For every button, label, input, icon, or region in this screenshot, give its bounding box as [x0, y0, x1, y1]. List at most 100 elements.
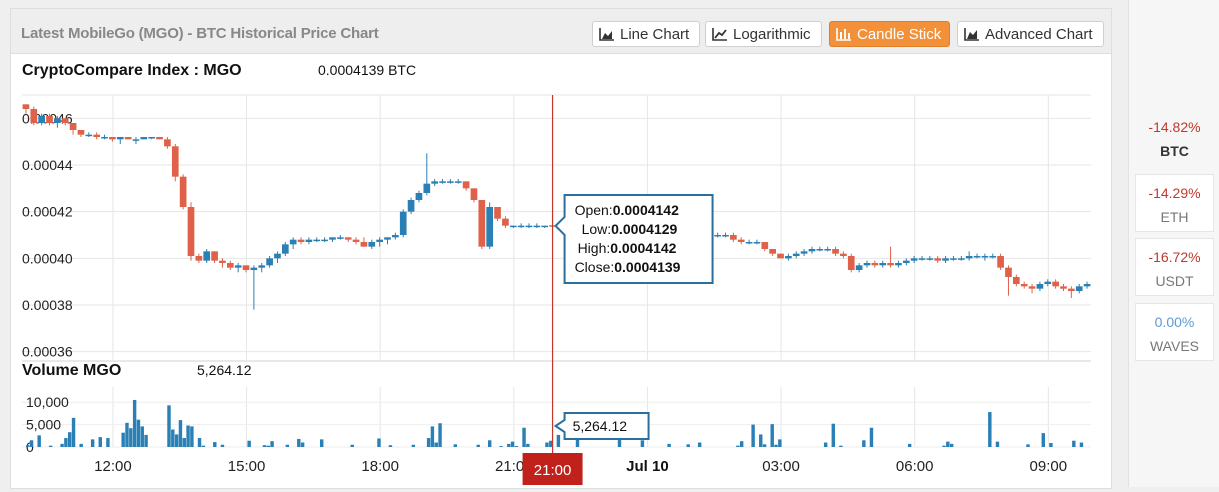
y-tick-label: 0.00044 — [22, 157, 73, 173]
candle-body — [895, 263, 902, 266]
candle-body — [266, 258, 273, 266]
y-tick-label: 0.00040 — [22, 250, 73, 266]
area-chart-icon — [599, 28, 614, 41]
currency-eth[interactable]: -14.29% ETH — [1135, 174, 1214, 232]
tooltip-close: Close:0.0004139 — [575, 259, 681, 275]
line-chart-button[interactable]: Line Chart — [592, 21, 700, 47]
currency-change: -16.72% — [1148, 249, 1201, 265]
candle-stick-button[interactable]: Candle Stick — [829, 21, 950, 47]
candle-body — [46, 116, 53, 123]
volume-bar — [48, 445, 53, 447]
candle-body — [714, 235, 721, 237]
volume-bar — [862, 440, 866, 447]
volume-bar — [499, 446, 503, 447]
volume-bar — [430, 426, 435, 447]
line-chart-label: Line Chart — [620, 25, 690, 43]
candle-body — [321, 239, 328, 242]
candle-body — [871, 263, 879, 266]
x-tick-label: 18:00 — [361, 458, 399, 475]
candle-body — [769, 249, 776, 254]
volume-bar — [171, 429, 175, 447]
volume-tooltip: 5,264.12 — [553, 412, 650, 440]
volume-bar — [167, 405, 171, 447]
candle-body — [360, 242, 368, 247]
chart-area[interactable]: CryptoCompare Index : MGO 0.0004139 BTC … — [12, 55, 1109, 487]
candle-body — [957, 258, 965, 260]
candle-body — [281, 244, 289, 254]
volume-bar — [90, 439, 95, 447]
candle-body — [910, 258, 918, 261]
currency-usdt[interactable]: -16.72% USDT — [1135, 238, 1214, 296]
volume-bar — [739, 441, 744, 447]
candle-body — [392, 235, 399, 238]
candle-body — [1036, 284, 1044, 289]
volume-bar — [736, 445, 740, 447]
price-panel-value: 0.0004139 BTC — [318, 62, 416, 78]
volume-bar — [266, 445, 270, 447]
chart-title: Latest MobileGo (MGO) - BTC Historical P… — [21, 25, 379, 42]
candle-body — [989, 256, 997, 258]
candle-body — [226, 263, 234, 268]
candle-body — [54, 118, 61, 123]
volume-tick-label: 10,000 — [26, 394, 69, 410]
candle-body — [344, 237, 352, 240]
volume-bar — [942, 445, 946, 447]
volume-bar — [297, 438, 301, 447]
volume-bar — [507, 443, 511, 447]
candle-body — [203, 251, 211, 261]
x-tick-label: 15:00 — [228, 458, 266, 475]
candlestick-chart[interactable]: CryptoCompare Index : MGO 0.0004139 BTC … — [12, 55, 1109, 487]
volume-bar — [697, 442, 702, 447]
candle-body — [415, 193, 423, 200]
volume-bar — [213, 442, 217, 447]
area-chart-icon-advanced — [964, 28, 979, 41]
tooltip-high: High:0.0004142 — [578, 240, 677, 256]
volume-bar — [300, 442, 305, 447]
volume-bar — [949, 443, 954, 447]
volume-bar — [1049, 442, 1053, 447]
candle-body — [950, 258, 957, 260]
volume-bar — [29, 440, 34, 447]
volume-bar — [667, 443, 671, 447]
candle-body — [863, 263, 871, 266]
price-axis: 0.000460.000440.000420.000400.000380.000… — [22, 110, 1091, 360]
currency-waves[interactable]: 0.00% WAVES — [1135, 303, 1214, 361]
candle-body — [1068, 288, 1075, 291]
grid — [22, 94, 1091, 448]
volume-bar — [125, 422, 129, 447]
candle-body — [722, 235, 729, 237]
candle-body — [517, 225, 525, 228]
candle-body — [745, 242, 753, 244]
volume-bar — [60, 443, 64, 447]
candle-body — [407, 200, 415, 212]
crosshair-time-text: 21:00 — [534, 462, 572, 479]
volume-bar — [37, 435, 41, 447]
volume-bar — [778, 439, 782, 447]
chart-panel: Latest MobileGo (MGO) - BTC Historical P… — [10, 8, 1112, 489]
currency-btc[interactable]: -14.82% BTC — [1135, 108, 1214, 166]
candle-body — [156, 137, 163, 140]
volume-bar — [476, 444, 480, 447]
candle-body — [219, 260, 226, 263]
candle-body — [179, 176, 187, 207]
volume-bar — [510, 441, 515, 447]
candle-body — [164, 139, 171, 147]
price-panel-label: CryptoCompare Index : MGO — [22, 62, 242, 79]
volume-bar — [762, 444, 767, 447]
advanced-chart-button[interactable]: Advanced Chart — [957, 21, 1104, 47]
volume-bar — [377, 438, 381, 447]
y-tick-label: 0.00038 — [22, 297, 73, 313]
currency-sidebar: -14.82% BTC -14.29% ETH -16.72% USDT 0.0… — [1128, 0, 1219, 487]
volume-bar — [686, 444, 690, 447]
candle-body — [934, 258, 942, 261]
logarithmic-button[interactable]: Logarithmic — [705, 21, 822, 47]
candle-body — [69, 123, 77, 130]
line-chart-icon — [712, 28, 727, 41]
candle-body — [494, 207, 501, 219]
candle-body — [447, 181, 454, 183]
volume-bar — [121, 432, 125, 447]
candle-body — [1020, 284, 1028, 287]
volume-bar — [907, 443, 912, 447]
volume-bar — [839, 445, 843, 447]
volume-bar — [823, 442, 828, 447]
